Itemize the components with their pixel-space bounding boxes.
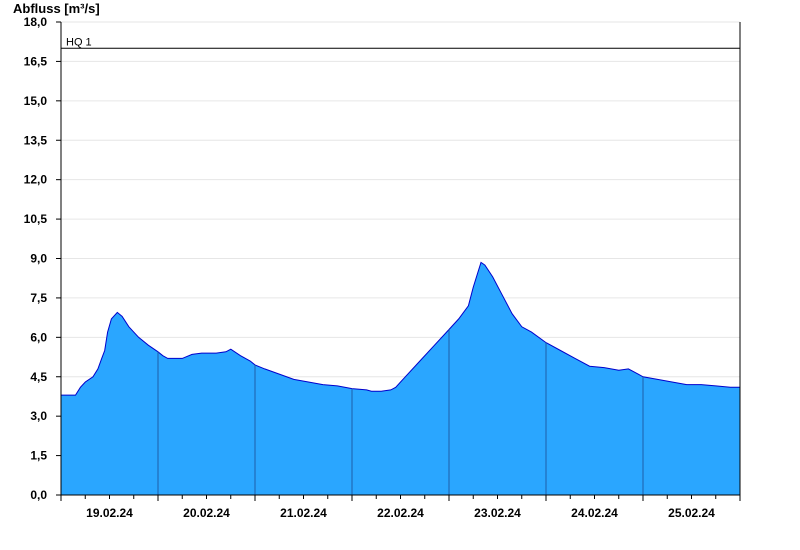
x-tick-label: 25.02.24 [668, 506, 715, 520]
x-tick-label: 24.02.24 [571, 506, 618, 520]
x-tick-label: 19.02.24 [86, 506, 133, 520]
x-tick-label: 22.02.24 [377, 506, 424, 520]
day-separator-lines [157, 329, 644, 495]
hq1-reference: HQ 1 [61, 36, 740, 49]
x-tick-label: 21.02.24 [280, 506, 327, 520]
y-tick-label: 1,5 [30, 449, 47, 463]
y-tick-label: 3,0 [30, 409, 47, 423]
y-tick-label: 15,0 [24, 94, 48, 108]
y-tick-label: 7,5 [30, 291, 47, 305]
y-tick-label: 18,0 [24, 15, 48, 29]
discharge-line [61, 261, 740, 396]
y-tick-label: 4,5 [30, 370, 47, 384]
y-tick-label: 9,0 [30, 252, 47, 266]
discharge-area [61, 261, 740, 495]
y-tick-label: 0,0 [30, 488, 47, 502]
x-axis-ticks: 19.02.24 20.02.24 21.02.24 22.02.24 23.02.24… [60, 495, 741, 520]
y-axis-ticks: 0,0 1,5 3,0 4,5 6,0 7,5 9,0 10,5 12,0 13,5 15,0 16,… [24, 15, 61, 502]
x-tick-label: 20.02.24 [183, 506, 230, 520]
x-tick-label: 23.02.24 [474, 506, 521, 520]
y-tick-label: 16,5 [24, 54, 48, 68]
y-axis-title: Abfluss [m³/s] [13, 1, 100, 16]
y-tick-label: 6,0 [30, 330, 47, 344]
y-tick-label: 13,5 [24, 133, 48, 147]
y-tick-label: 12,0 [24, 173, 48, 187]
hq1-label: HQ 1 [66, 36, 92, 48]
discharge-fill [61, 262, 740, 495]
y-tick-label: 10,5 [24, 212, 48, 226]
